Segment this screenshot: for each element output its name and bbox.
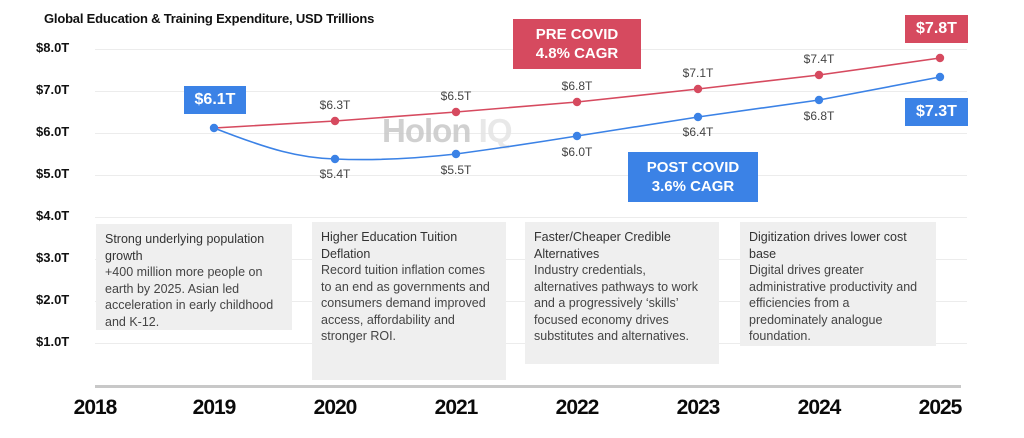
badge-line: 3.6% CAGR (651, 178, 735, 195)
point-label-pre-2024: $7.4T (803, 52, 835, 66)
pre-covid-markers (330, 53, 945, 126)
note-body: +400 million more people on earth by 202… (105, 265, 274, 329)
post-covid-line (213, 76, 941, 161)
y-tick-6: $6.0T (36, 124, 70, 139)
chart-title: Global Education & Training Expenditure,… (44, 11, 375, 26)
x-tick-2022: 2022 (555, 396, 600, 419)
point-label-pre-2020: $6.3T (319, 98, 351, 112)
gridline (95, 91, 967, 92)
y-tick-4: $4.0T (36, 208, 70, 223)
x-tick-2025: 2025 (918, 396, 963, 419)
point-label-post-2023: $6.4T (682, 125, 714, 139)
note-digitization: Digitization drives lower cost base Digi… (740, 222, 936, 346)
gridline (95, 175, 967, 176)
holon-iq-watermark: Holon IQ (382, 112, 512, 149)
point-label-post-2022: $6.0T (561, 145, 593, 159)
note-population-growth: Strong underlying population growth +400… (96, 224, 292, 330)
y-tick-7: $7.0T (36, 82, 70, 97)
x-tick-2023: 2023 (676, 396, 721, 419)
pre-covid-cagr-badge: PRE COVID 4.8% CAGR (513, 19, 641, 69)
note-heading: Higher Education Tuition Deflation (321, 230, 458, 261)
post-covid-markers (209, 72, 945, 164)
y-tick-5: $5.0T (36, 166, 70, 181)
note-body: Industry credentials, alternatives pathw… (534, 263, 698, 343)
note-tuition-deflation: Higher Education Tuition Deflation Recor… (312, 222, 506, 380)
point-label-pre-2023: $7.1T (682, 66, 714, 80)
x-tick-2020: 2020 (313, 396, 358, 419)
x-tick-2021: 2021 (434, 396, 479, 419)
point-label-pre-2021: $6.5T (440, 89, 472, 103)
y-tick-1: $1.0T (36, 334, 70, 349)
note-body: Record tuition inflation comes to an end… (321, 263, 490, 343)
note-credible-alternatives: Faster/Cheaper Credible Alternatives Ind… (525, 222, 719, 364)
x-tick-2018: 2018 (73, 396, 118, 419)
start-value-badge: $6.1T (184, 86, 246, 114)
point-label-post-2020: $5.4T (319, 167, 351, 181)
post-covid-cagr-badge: POST COVID 3.6% CAGR (628, 152, 758, 202)
point-label-post-2021: $5.5T (440, 163, 472, 177)
badge-line: PRE COVID (535, 26, 619, 43)
y-tick-2: $2.0T (36, 292, 70, 307)
x-axis-line (95, 385, 961, 388)
y-tick-3: $3.0T (36, 250, 70, 265)
note-body: Digital drives greater administrative pr… (749, 263, 918, 343)
badge-line: 4.8% CAGR (535, 45, 619, 62)
gridline (95, 217, 967, 218)
x-tick-2024: 2024 (797, 396, 842, 419)
note-heading: Strong underlying population growth (105, 232, 265, 263)
point-label-pre-2022: $6.8T (561, 79, 593, 93)
x-tick-2019: 2019 (192, 396, 237, 419)
y-tick-8: $8.0T (36, 40, 70, 55)
post-covid-end-badge: $7.3T (905, 98, 968, 126)
note-heading: Faster/Cheaper Credible Alternatives (534, 230, 671, 261)
point-label-post-2024: $6.8T (803, 109, 835, 123)
pre-covid-end-badge: $7.8T (905, 15, 968, 43)
note-heading: Digitization drives lower cost base (749, 230, 907, 261)
gridline (95, 133, 967, 134)
badge-line: POST COVID (646, 159, 740, 176)
